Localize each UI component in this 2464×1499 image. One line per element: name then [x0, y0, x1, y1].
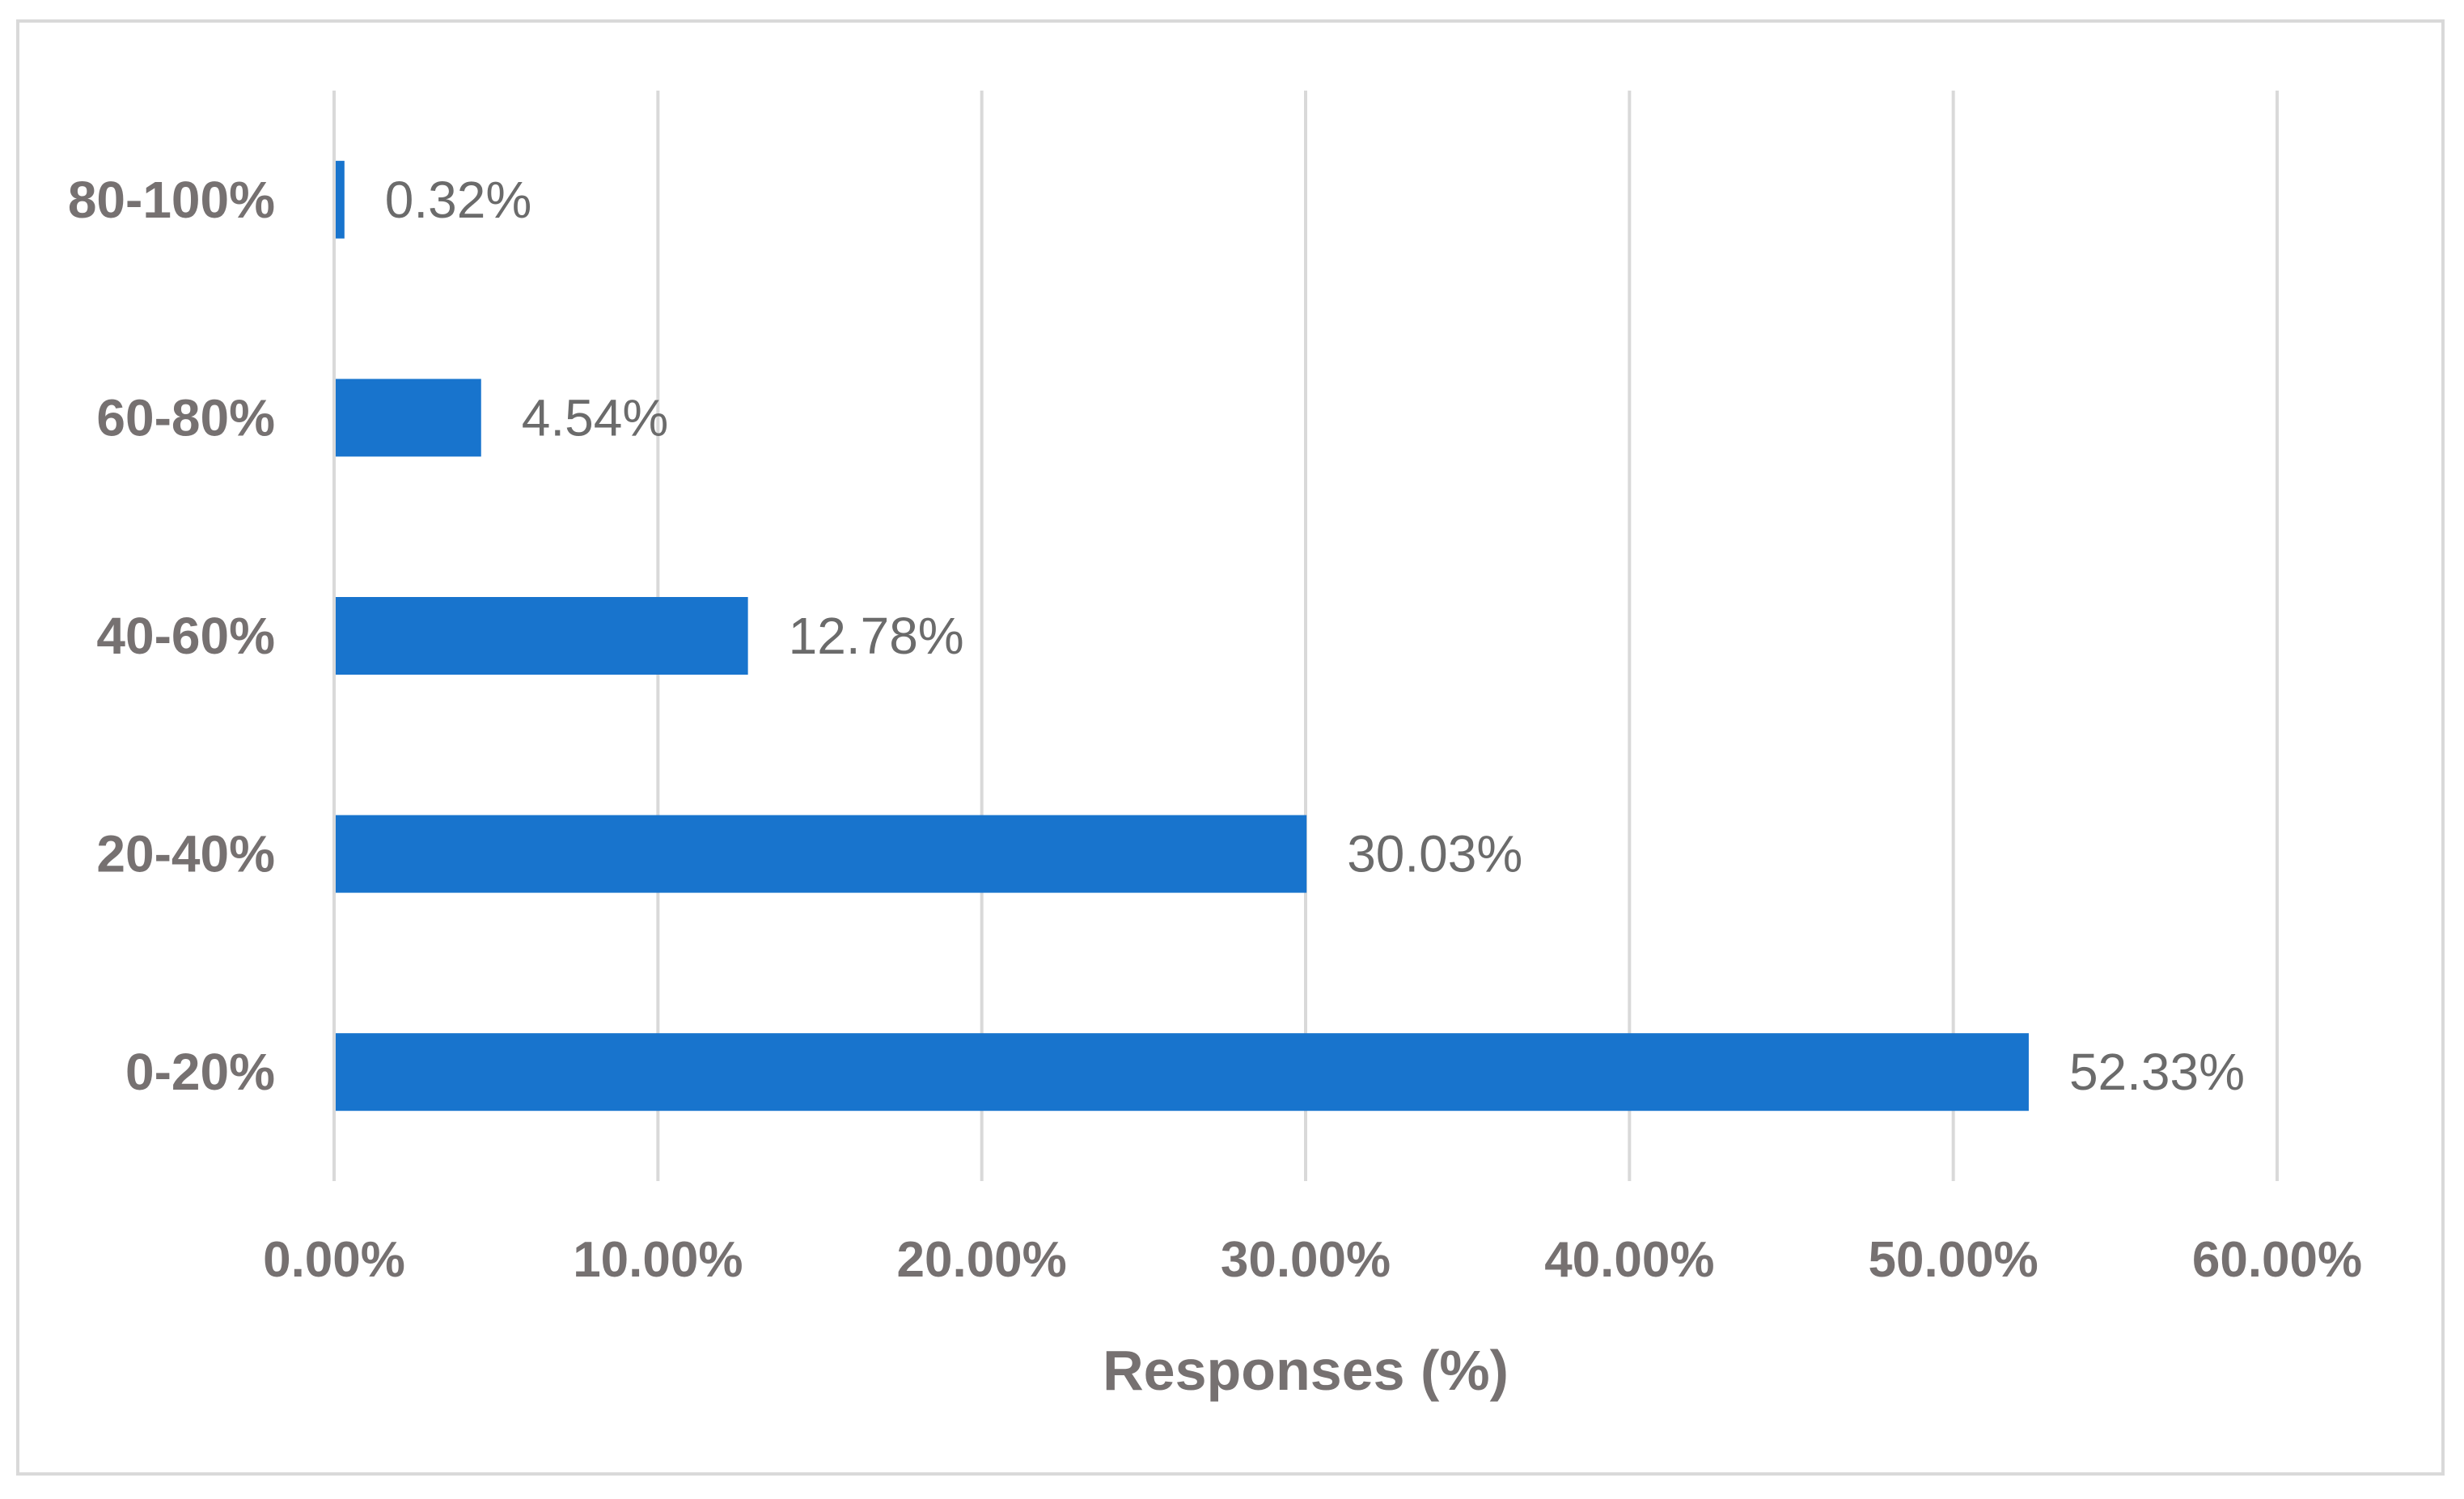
- y-category-label-0: 0-20%: [125, 1043, 275, 1101]
- data-label-0: 52.33%: [2069, 1043, 2245, 1101]
- bars: [336, 160, 2029, 1112]
- chart-frame: [16, 19, 2445, 1476]
- y-category-label-3: 60-80%: [96, 388, 275, 447]
- data-label-4: 0.32%: [385, 171, 531, 229]
- data-label-1: 30.03%: [1347, 825, 1522, 883]
- x-axis-title: Responses (%): [1103, 1339, 1509, 1402]
- bar-80-100%: [336, 160, 345, 239]
- grid-lines: [332, 91, 2279, 1181]
- x-tick-label-6: 60.00%: [2192, 1232, 2362, 1288]
- bar-60-80%: [336, 379, 481, 457]
- labels: 0.00% 10.00% 20.00% 30.00% 40.00% 50.00% 60.00…: [68, 171, 2362, 1288]
- bar-40-60%: [336, 597, 748, 675]
- y-category-label-2: 40-60%: [96, 607, 275, 665]
- x-tick-label-0: 0.00%: [263, 1232, 405, 1288]
- x-tick-label-1: 10.00%: [573, 1232, 743, 1288]
- data-label-2: 12.78%: [789, 607, 964, 665]
- x-tick-label-2: 20.00%: [897, 1232, 1067, 1288]
- x-tick-label-5: 50.00%: [1869, 1232, 2039, 1288]
- x-tick-label-3: 30.00%: [1221, 1232, 1391, 1288]
- y-category-label-1: 20-40%: [96, 825, 275, 883]
- data-label-3: 4.54%: [522, 388, 668, 447]
- bar-0-20%: [336, 1033, 2029, 1112]
- y-category-label-4: 80-100%: [68, 171, 275, 229]
- x-tick-label-4: 40.00%: [1544, 1232, 1714, 1288]
- bar-20-40%: [336, 815, 1307, 893]
